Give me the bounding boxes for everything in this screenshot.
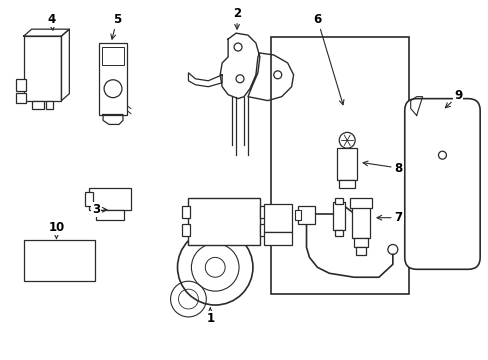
Text: 9: 9 xyxy=(445,89,462,108)
Bar xyxy=(259,206,267,218)
Bar xyxy=(85,192,93,206)
Text: 7: 7 xyxy=(376,211,402,224)
Bar xyxy=(24,239,95,281)
Bar xyxy=(89,188,131,210)
Text: 2: 2 xyxy=(232,7,241,29)
Bar xyxy=(351,204,369,238)
Bar xyxy=(182,206,190,218)
Bar xyxy=(188,198,259,246)
Bar xyxy=(259,224,267,235)
Bar xyxy=(96,210,123,220)
Bar xyxy=(349,198,371,208)
Bar xyxy=(24,36,61,100)
Text: 6: 6 xyxy=(313,13,343,105)
Bar xyxy=(294,210,300,220)
Text: 5: 5 xyxy=(111,13,121,39)
Bar xyxy=(99,43,127,114)
Text: 10: 10 xyxy=(48,221,64,238)
Bar xyxy=(271,37,408,294)
Bar xyxy=(333,202,345,230)
Bar xyxy=(339,180,354,188)
Bar xyxy=(297,206,315,224)
Text: 8: 8 xyxy=(363,161,402,175)
Bar xyxy=(264,231,291,246)
Bar xyxy=(16,93,26,103)
Bar xyxy=(16,79,26,91)
Bar xyxy=(337,148,356,180)
Bar xyxy=(355,247,366,255)
Bar xyxy=(32,100,43,109)
Bar xyxy=(264,204,291,231)
Bar xyxy=(45,100,53,109)
Bar xyxy=(335,198,343,204)
Bar xyxy=(335,230,343,235)
Text: 1: 1 xyxy=(206,308,214,325)
FancyBboxPatch shape xyxy=(404,99,479,269)
Text: 3: 3 xyxy=(92,203,107,216)
Text: 4: 4 xyxy=(47,13,56,30)
Bar xyxy=(182,224,190,235)
Bar xyxy=(102,47,123,65)
Bar xyxy=(353,238,367,247)
